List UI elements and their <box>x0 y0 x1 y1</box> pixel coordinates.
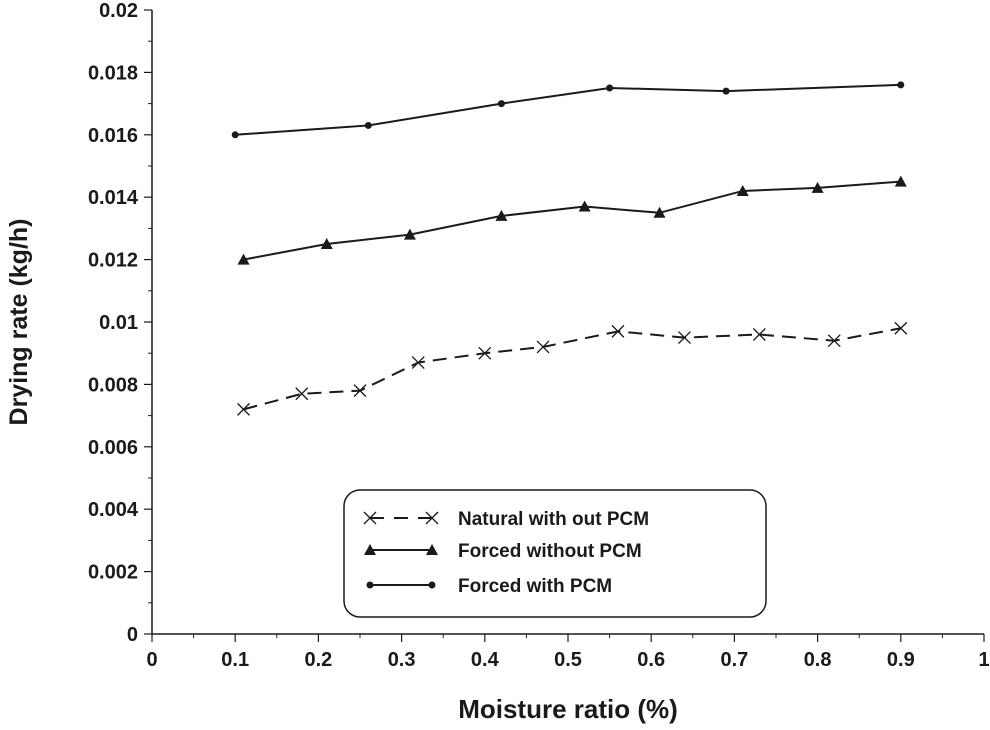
data-point <box>495 209 508 221</box>
data-point <box>497 100 505 108</box>
y-tick-label: 0.012 <box>88 250 138 272</box>
series-line <box>235 83 901 136</box>
data-point <box>237 402 250 416</box>
y-axis-label: Drying rate (kg/h) <box>5 219 33 426</box>
data-point <box>606 84 614 92</box>
series-group <box>231 81 908 416</box>
series-natural-with-out-pcm <box>237 321 908 416</box>
data-point <box>894 175 907 187</box>
data-point <box>736 184 749 196</box>
y-tick-label: 0.002 <box>88 562 138 584</box>
data-point <box>364 121 372 129</box>
axes: 0 0.002 0.004 0.006 0.008 0.01 0.012 0.014 0.016… <box>88 0 990 671</box>
data-point <box>894 321 908 335</box>
y-tick-label: 0 <box>127 624 138 646</box>
x-tick-label: 0 <box>146 649 157 671</box>
x-tick-label: 0.6 <box>637 649 665 671</box>
y-tick-label: 0.02 <box>99 0 138 22</box>
x-tick-label: 0.9 <box>887 649 915 671</box>
series-forced-with-pcm <box>231 81 905 139</box>
series-forced-without-pcm <box>237 175 907 265</box>
data-point <box>722 87 730 95</box>
x-tick-label: 0.8 <box>804 649 832 671</box>
x-tick-label: 0.7 <box>720 649 748 671</box>
data-point <box>353 384 367 398</box>
legend-marker <box>366 581 374 589</box>
data-point <box>403 228 416 240</box>
data-point <box>811 181 824 193</box>
legend-box <box>343 489 767 618</box>
x-tick-label: 1 <box>978 649 989 671</box>
legend-marker <box>428 581 436 589</box>
data-point <box>752 328 766 341</box>
y-tick-label: 0.016 <box>88 125 138 147</box>
series-line <box>243 327 901 411</box>
data-point <box>827 334 841 348</box>
series-line <box>243 180 901 261</box>
y-tick-label: 0.006 <box>88 437 138 459</box>
x-tick-label: 0.4 <box>471 649 500 671</box>
y-tick-label: 0.018 <box>88 62 138 84</box>
y-tick-label: 0.004 <box>88 499 139 521</box>
x-axis-label: Moisture ratio (%) <box>458 694 678 724</box>
y-tick-label: 0.008 <box>88 374 138 396</box>
data-point <box>411 356 425 370</box>
x-tick-label: 0.3 <box>388 649 416 671</box>
y-tick-label: 0.014 <box>88 187 139 209</box>
legend-marker <box>363 511 377 525</box>
data-point <box>653 206 666 218</box>
data-point <box>231 131 239 139</box>
data-point <box>897 81 905 89</box>
x-tick-label: 0.5 <box>554 649 582 671</box>
data-point <box>320 238 333 249</box>
data-point <box>678 331 691 345</box>
y-tick-label: 0.01 <box>99 312 138 334</box>
legend-marker <box>425 511 439 525</box>
legend-label: Natural with out PCM <box>458 509 649 530</box>
legend-label: Forced without PCM <box>458 541 642 562</box>
legend: Natural with out PCM Forced without PCM Fo… <box>343 489 767 618</box>
x-tick-label: 0.1 <box>221 649 249 671</box>
data-point <box>478 346 492 360</box>
legend-marker <box>426 544 438 555</box>
data-point <box>611 324 625 338</box>
data-point <box>295 387 309 401</box>
x-tick-label: 0.2 <box>304 649 332 671</box>
legend-marker <box>364 544 376 555</box>
data-point <box>237 253 250 265</box>
data-point <box>578 200 591 212</box>
legend-label: Forced with PCM <box>458 576 612 597</box>
data-point <box>536 340 550 354</box>
